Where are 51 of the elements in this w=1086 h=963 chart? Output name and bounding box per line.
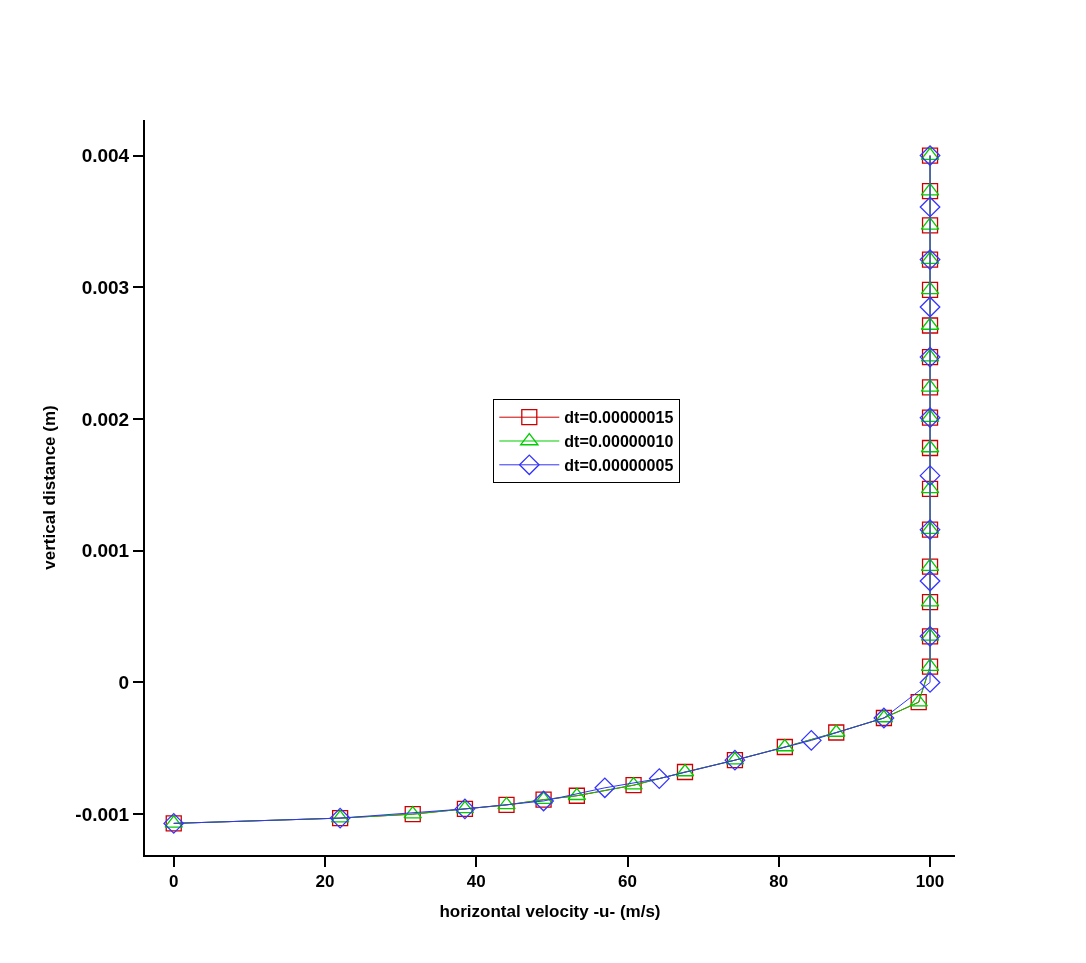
point [921,593,939,611]
y-tick-label: 0.004 [81,145,130,167]
y-tick-label: 0.002 [81,408,130,430]
point [919,196,941,218]
point [921,217,939,234]
point [921,439,939,457]
point [920,439,940,453]
point [676,763,694,781]
y-tick-label: 0.001 [81,540,130,562]
point [921,379,939,396]
legend-label: dt=0.00000015 [564,409,674,427]
point [921,182,939,200]
y-tick-label: -0.001 [75,803,130,825]
point [920,348,940,362]
point [921,317,939,334]
point [330,809,350,823]
point [919,672,941,693]
point [648,768,670,789]
point [497,796,516,810]
point [874,709,894,723]
point [828,724,845,741]
point [675,763,695,777]
point [921,558,939,575]
y-axis-title: vertical distance (m) [40,405,60,570]
x-tick-label: 20 [315,872,335,892]
point [920,182,940,196]
y-tick-label: 0 [118,672,130,694]
x-tick-label: 0 [169,872,179,892]
point [800,730,822,751]
y-tick-label: 0.003 [81,276,130,298]
point [775,738,795,752]
point [919,296,941,318]
x-tick-label: 60 [618,872,637,892]
point [919,570,941,592]
x-tick-label: 80 [769,872,789,892]
point [455,800,475,814]
point [919,465,941,487]
point [920,593,940,607]
point [921,281,939,299]
point [776,738,793,756]
x-tick-label: 100 [915,872,945,892]
legend-label: dt=0.00000010 [564,433,674,451]
point [910,694,927,711]
point [625,777,642,794]
x-axis-title: horizontal velocity -u- (m/s) [439,902,661,922]
point [498,796,515,814]
point [404,806,421,823]
legend-label: dt=0.00000005 [564,457,674,475]
point [920,281,940,295]
x-tick-label: 40 [466,872,486,892]
point [594,777,616,799]
